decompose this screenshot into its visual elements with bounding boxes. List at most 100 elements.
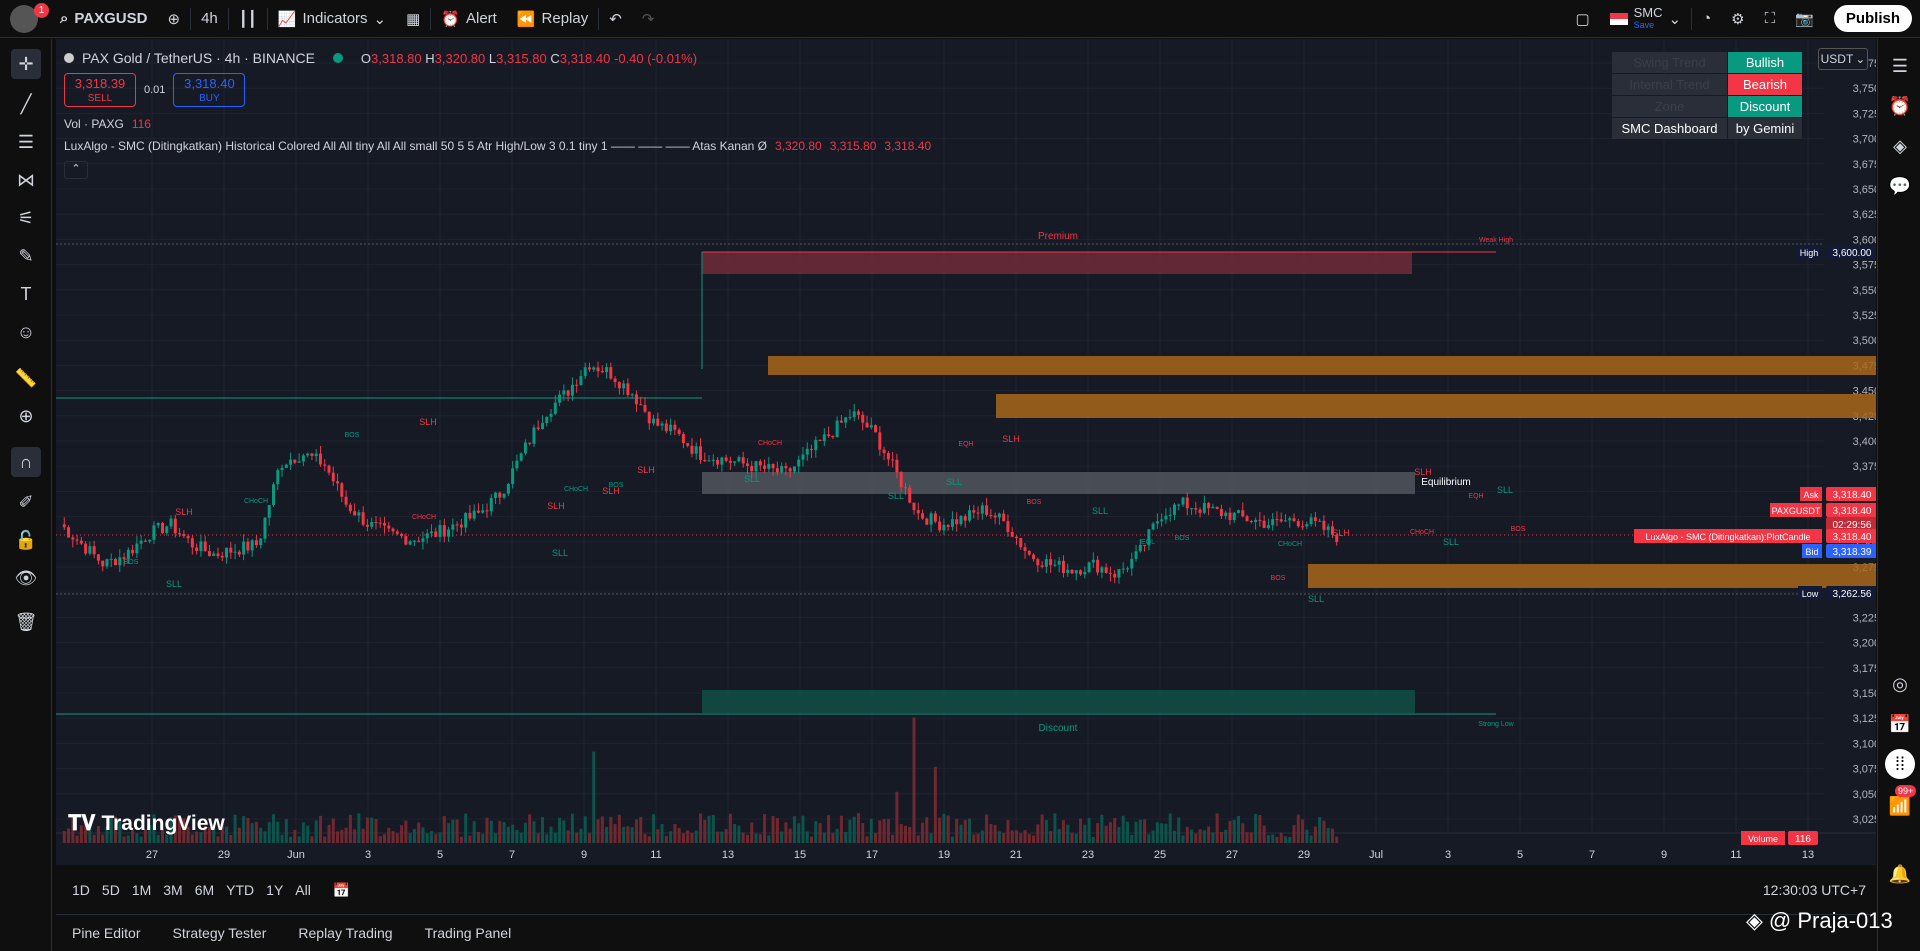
remove-tool[interactable]: 🗑: [11, 607, 41, 637]
candle-body: [182, 533, 186, 537]
candle-body: [387, 525, 391, 529]
emoji-tool[interactable]: ☺: [11, 317, 41, 347]
candle-body: [827, 434, 831, 436]
sell-button[interactable]: 3,318.39 SELL: [64, 73, 136, 107]
magnet-tool[interactable]: ∩: [11, 447, 41, 477]
range-all[interactable]: All: [295, 882, 311, 898]
symbol-search[interactable]: ⌕ PAXGUSD: [50, 0, 157, 38]
layers-button[interactable]: ◈: [1885, 131, 1915, 161]
brush-tool[interactable]: ✎: [11, 241, 41, 271]
volume-bar: [1258, 815, 1262, 843]
candle-body: [1335, 534, 1339, 543]
range-ytd[interactable]: YTD: [226, 882, 255, 898]
price-tick-7: 3,600.00: [1853, 234, 1876, 246]
chart-canvas[interactable]: 27 29 Jun 3 5 7 9 11 13 15 17 19 21 23 25 27 29 Jul 3 5 7 9 11…: [56, 39, 1876, 865]
volume-bar: [1079, 818, 1083, 843]
trendline-tool[interactable]: ╱: [11, 89, 41, 119]
prediction-tool[interactable]: ⚟: [11, 203, 41, 233]
avatar[interactable]: 1: [0, 0, 50, 38]
volume-bar: [1181, 835, 1185, 843]
settings-button[interactable]: ⚙: [1721, 0, 1754, 38]
panel-tab-1[interactable]: Strategy Tester: [172, 925, 267, 941]
notifications-button[interactable]: 📶 99+: [1885, 785, 1917, 821]
range-1y[interactable]: 1Y: [266, 882, 284, 898]
candle-body: [229, 547, 233, 553]
volume-bar: [169, 817, 173, 843]
zoom-tool[interactable]: ⊕: [11, 401, 41, 431]
stay-drawing-tool[interactable]: ✐: [11, 487, 41, 517]
candle-body: [246, 541, 250, 551]
calendar-button[interactable]: 📅: [1885, 709, 1915, 739]
layout-button[interactable]: SMC Save ⌄: [1600, 0, 1691, 38]
layers-icon: ◈: [1893, 135, 1907, 156]
templates-button[interactable]: ▦: [396, 0, 430, 38]
candle-body: [459, 524, 463, 528]
volume-bar: [1279, 832, 1283, 843]
candle-body: [323, 464, 327, 466]
crosshair-tool[interactable]: ✛: [11, 49, 41, 79]
volume-bar: [301, 822, 305, 843]
watchlist-button[interactable]: ☰: [1885, 51, 1915, 81]
quick-search-button[interactable]: ◔: [1692, 0, 1721, 38]
range-1m[interactable]: 1M: [131, 882, 152, 898]
panel-tab-2[interactable]: Replay Trading: [298, 925, 393, 941]
candle-body: [874, 425, 878, 433]
candle-body: [570, 384, 574, 396]
pattern-icon: ⋈: [17, 169, 35, 190]
publish-button[interactable]: Publish: [1833, 5, 1912, 32]
replay-button[interactable]: ⏪ Replay: [507, 0, 598, 38]
redo-button[interactable]: ↷: [632, 0, 665, 38]
interval-button[interactable]: 4h: [201, 10, 218, 27]
panel-tab-0[interactable]: Pine Editor: [72, 925, 141, 941]
collapse-legend-button[interactable]: ⌃: [64, 161, 88, 179]
snapshot-button[interactable]: 📷: [1785, 0, 1824, 38]
chart-area[interactable]: 27 29 Jun 3 5 7 9 11 13 15 17 19 21 23 25 27 29 Jul 3 5 7 9 11…: [56, 39, 1876, 865]
volume-bar: [506, 826, 510, 843]
range-5d[interactable]: 5D: [101, 882, 120, 898]
help-button[interactable]: 🔔: [1885, 859, 1915, 889]
volume-bar: [225, 826, 229, 843]
buy-button[interactable]: 3,318.40 BUY: [173, 73, 246, 107]
ideas-button[interactable]: ◎: [1885, 669, 1915, 699]
fib-tool[interactable]: ☰: [11, 127, 41, 157]
lock-tool[interactable]: 🔓: [11, 525, 41, 555]
clock-timezone[interactable]: 12:30:03 UTC+7: [1762, 882, 1866, 898]
volume-legend-label[interactable]: Vol · PAXG: [64, 117, 124, 131]
low-label: Low: [1802, 589, 1819, 599]
compare-button[interactable]: ⊕: [157, 0, 190, 38]
volume-bar: [647, 836, 651, 843]
alert-button[interactable]: ⏰ Alert: [431, 0, 507, 38]
candle-body: [370, 522, 374, 527]
text-tool[interactable]: T: [11, 279, 41, 309]
range-3m[interactable]: 3M: [163, 882, 183, 898]
buy-price: 3,318.40: [184, 76, 235, 91]
volume-bar: [323, 836, 327, 843]
symbol-title[interactable]: PAX Gold / TetherUS · 4h · BINANCE: [82, 50, 315, 66]
indicators-button[interactable]: 📈 Indicators ⌄: [268, 0, 396, 38]
volume-bar: [634, 819, 638, 843]
candle-body: [1202, 503, 1206, 513]
currency-selector[interactable]: USDT ⌄: [1818, 48, 1868, 70]
pattern-tool[interactable]: ⋈: [11, 165, 41, 195]
undo-button[interactable]: ↶: [599, 0, 632, 38]
date-range-icon[interactable]: 📅: [332, 881, 351, 898]
panel-tab-3[interactable]: Trading Panel: [424, 925, 512, 941]
candle-body: [1151, 523, 1155, 530]
fullscreen-button[interactable]: ⛶: [1755, 0, 1786, 38]
range-1d[interactable]: 1D: [72, 882, 90, 898]
small-label-5: BOS: [609, 482, 624, 489]
volume-bar: [203, 826, 207, 843]
price-tick-28: 3,075.00: [1853, 764, 1876, 776]
candle-body: [763, 465, 767, 469]
hide-tool[interactable]: 👁: [11, 563, 41, 593]
apps-button[interactable]: ⁞⁞: [1885, 749, 1915, 779]
fullscreen-toggle[interactable]: ▢: [1565, 0, 1599, 38]
alerts-panel-button[interactable]: ⏰: [1885, 91, 1915, 121]
range-6m[interactable]: 6M: [194, 882, 215, 898]
chat-button[interactable]: 💬: [1885, 171, 1915, 201]
chart-type-button[interactable]: ┃┃: [229, 0, 267, 38]
measure-tool[interactable]: 📏: [11, 363, 41, 393]
indicator-legend-label[interactable]: LuxAlgo - SMC (Ditingkatkan) Historical …: [64, 139, 767, 153]
candle-body: [946, 524, 950, 527]
volume-bar: [622, 826, 626, 843]
